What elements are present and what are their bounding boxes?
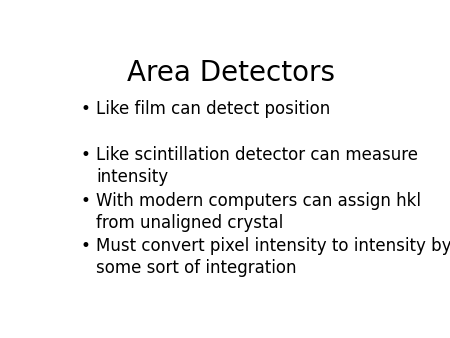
Text: •: •: [81, 192, 90, 210]
Text: Like film can detect position: Like film can detect position: [96, 100, 331, 118]
Text: Area Detectors: Area Detectors: [126, 59, 335, 87]
Text: With modern computers can assign hkl
from unaligned crystal: With modern computers can assign hkl fro…: [96, 192, 421, 232]
Text: Must convert pixel intensity to intensity by
some sort of integration: Must convert pixel intensity to intensit…: [96, 237, 450, 277]
Text: Like scintillation detector can measure
intensity: Like scintillation detector can measure …: [96, 146, 419, 186]
Text: •: •: [81, 237, 90, 255]
Text: •: •: [81, 146, 90, 164]
Text: •: •: [81, 100, 90, 118]
